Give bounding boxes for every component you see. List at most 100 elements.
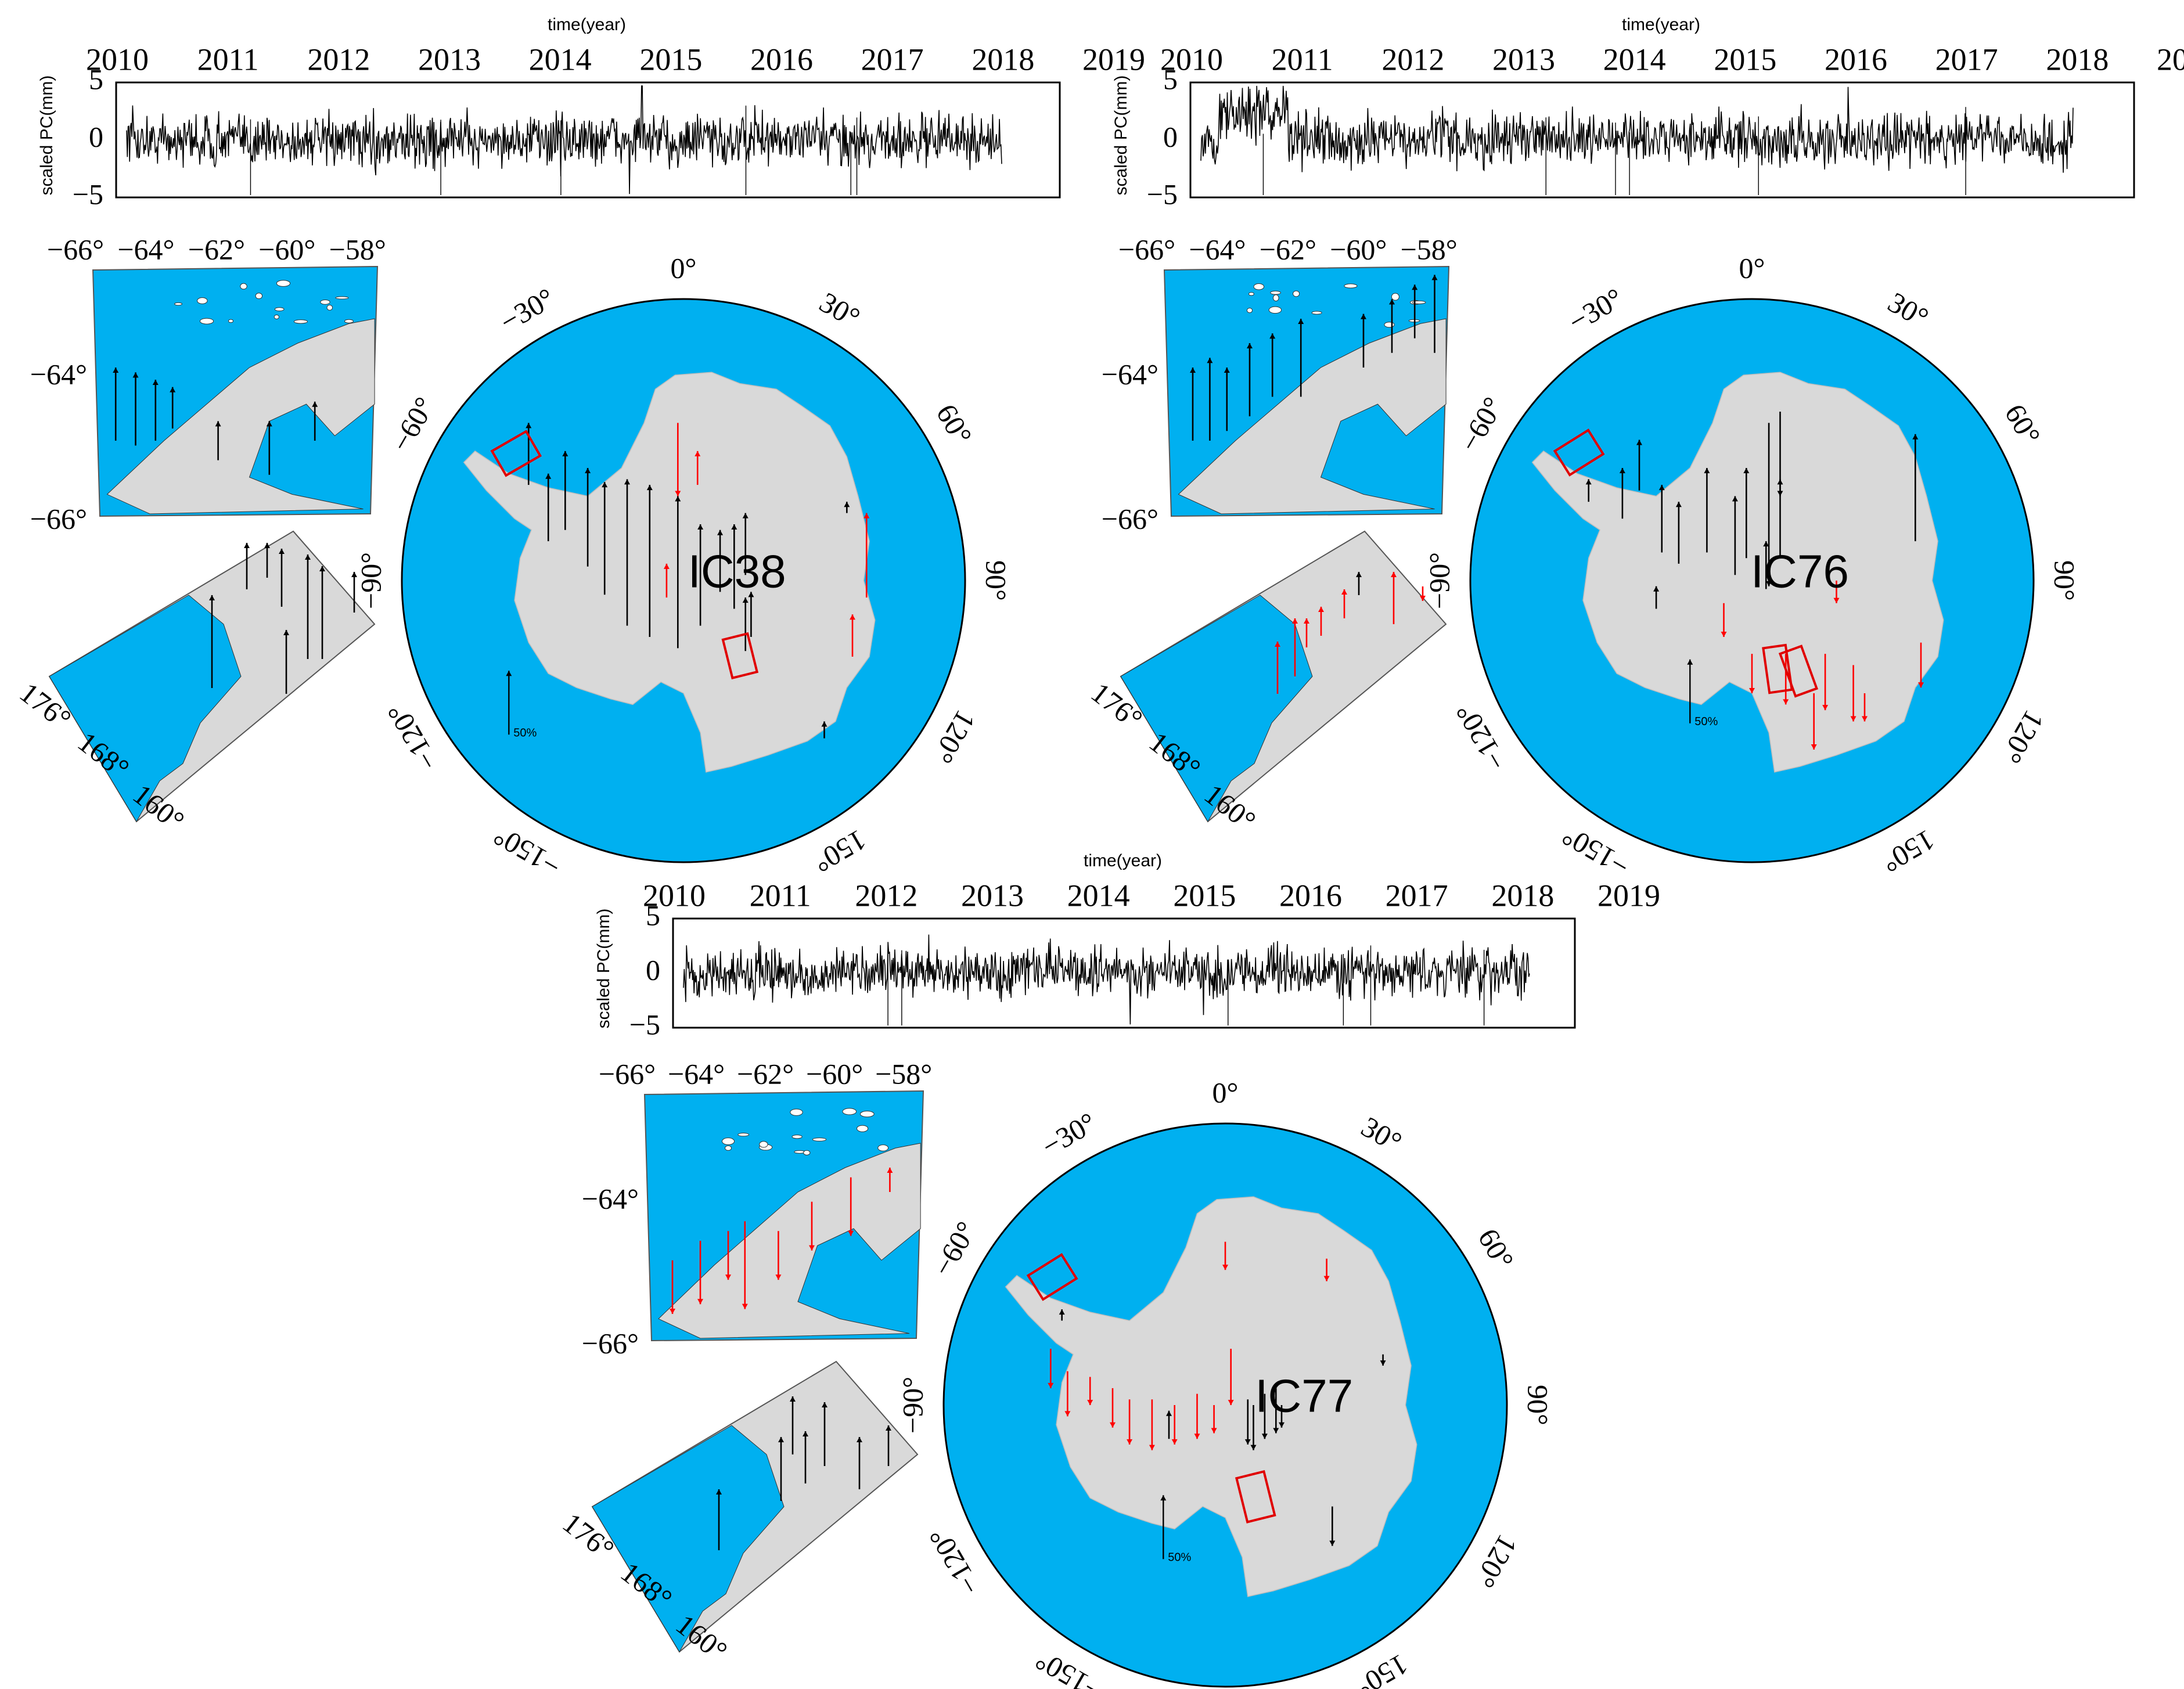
- displacement-arrow: [1822, 654, 1829, 711]
- displacement-arrow: [1087, 1377, 1093, 1405]
- globe-lon-label: 60°: [1999, 398, 2047, 450]
- displacement-arrow: [1341, 589, 1347, 618]
- arrow-head: [1743, 468, 1750, 473]
- arrow-head: [1653, 586, 1660, 592]
- island: [803, 1150, 811, 1155]
- displacement-arrow: [1704, 468, 1710, 553]
- island: [1293, 290, 1300, 297]
- displacement-arrow: [822, 1402, 827, 1466]
- arrow-head: [1224, 368, 1230, 373]
- globe-lon-label: −60°: [384, 391, 441, 457]
- island: [276, 280, 291, 287]
- island: [1344, 283, 1358, 289]
- arrow-head: [1261, 1434, 1268, 1439]
- arrow-head: [725, 1274, 731, 1280]
- island: [724, 1145, 732, 1151]
- inset-lon-label: −58°: [875, 1057, 932, 1090]
- displacement-arrow: [646, 485, 653, 637]
- globe-lon-label: 150°: [1876, 823, 1940, 879]
- arrow-head: [264, 543, 270, 548]
- inset-lon-label: −58°: [1401, 233, 1458, 265]
- y-axis-title: scaled PC(mm): [1111, 75, 1131, 196]
- globe-lon-label: −60°: [926, 1216, 983, 1281]
- island: [857, 1125, 869, 1132]
- arrow-head: [209, 595, 215, 600]
- globe-lon-label: 150°: [1350, 1648, 1413, 1689]
- year-tick-label: 2015: [1173, 878, 1236, 913]
- globe-lon-label: 0°: [1212, 1076, 1239, 1108]
- island: [877, 1144, 889, 1151]
- series-line: [126, 85, 1002, 195]
- arrow-head: [1222, 1265, 1228, 1270]
- year-tick-label: 2010: [86, 42, 149, 77]
- displacement-arrow: [803, 1431, 808, 1483]
- plot-frame: [672, 917, 1576, 1029]
- year-tick-label: 2011: [197, 42, 259, 77]
- x-axis-title: time(year): [1622, 15, 1700, 34]
- scale-arrow: [1687, 659, 1693, 723]
- displacement-arrow: [848, 1177, 854, 1236]
- island: [293, 319, 308, 324]
- island: [1248, 292, 1254, 296]
- island: [335, 296, 349, 300]
- arrow-head: [170, 387, 176, 392]
- globe-lon-label: −30°: [1036, 1106, 1102, 1163]
- arrow-head: [670, 1309, 675, 1314]
- y-tick-label: 5: [646, 899, 660, 931]
- displacement-arrow: [1811, 693, 1817, 750]
- arrow-head: [1850, 716, 1856, 722]
- inset-lon-label: −64°: [117, 233, 174, 265]
- year-tick-label: 2012: [1381, 42, 1444, 77]
- arrow-head: [1749, 688, 1755, 693]
- arrow-head: [1207, 358, 1213, 363]
- y-axis-title: scaled PC(mm): [37, 75, 56, 196]
- inset-lon-label: −62°: [188, 233, 245, 265]
- arrow-head: [562, 451, 569, 456]
- displacement-arrow: [1777, 412, 1783, 496]
- inset-lat-label: −64°: [30, 358, 87, 390]
- displacement-arrow: [1269, 333, 1276, 397]
- displacement-arrow: [1389, 299, 1395, 353]
- globe-lon-label: 30°: [1356, 1110, 1408, 1158]
- arrow-head: [351, 572, 357, 577]
- arrow-head: [822, 1402, 827, 1407]
- year-tick-label: 2019: [1082, 42, 1145, 77]
- antarctica-landmass: [1531, 372, 1944, 773]
- arrow-head: [1361, 314, 1366, 319]
- arrow-head: [1064, 1411, 1071, 1417]
- year-tick-label: 2012: [855, 878, 918, 913]
- globe-lon-label: 60°: [930, 398, 978, 450]
- displacement-arrow: [279, 549, 285, 607]
- displacement-arrow: [790, 1396, 796, 1454]
- globe-lon-label: 120°: [926, 705, 982, 769]
- arrow-head: [790, 1396, 796, 1402]
- inset-lat-label: −64°: [1102, 358, 1158, 390]
- arrow-head: [1687, 659, 1693, 665]
- scale-label: 50%: [1168, 1551, 1191, 1564]
- displacement-arrow: [716, 1489, 722, 1550]
- arrow-head: [1292, 618, 1298, 624]
- arrow-head: [1048, 1382, 1054, 1388]
- displacement-arrow: [1658, 485, 1665, 553]
- displacement-arrow: [545, 473, 552, 542]
- inset-locator-box: [490, 430, 542, 477]
- displacement-arrow: [1244, 1399, 1251, 1445]
- year-tick-label: 2013: [961, 878, 1024, 913]
- displacement-arrow: [670, 1260, 675, 1314]
- antarctica-map-IC77: 0°30°60°90°120°150°−30°−60°−90°−120°−150…: [896, 1076, 1554, 1689]
- arrow-head: [244, 543, 250, 548]
- displacement-arrow: [113, 368, 119, 441]
- displacement-arrow: [1743, 468, 1750, 559]
- arrow-head: [283, 630, 289, 635]
- timeseries-panel-IC76: time(year) 2010 2011 2012 2013 2014 2015 2016 20…: [1111, 15, 2184, 211]
- displacement-arrow: [1149, 1399, 1155, 1450]
- displacement-arrow: [1228, 1349, 1234, 1405]
- displacement-arrow: [305, 554, 311, 659]
- globe-lon-label: 120°: [1468, 1529, 1524, 1593]
- displacement-arrow: [1412, 284, 1418, 338]
- displacement-arrow: [1356, 572, 1362, 595]
- displacement-arrow: [1298, 319, 1304, 397]
- arrow-head: [1380, 1360, 1386, 1366]
- island: [320, 299, 330, 305]
- arrow-head: [1228, 1400, 1234, 1405]
